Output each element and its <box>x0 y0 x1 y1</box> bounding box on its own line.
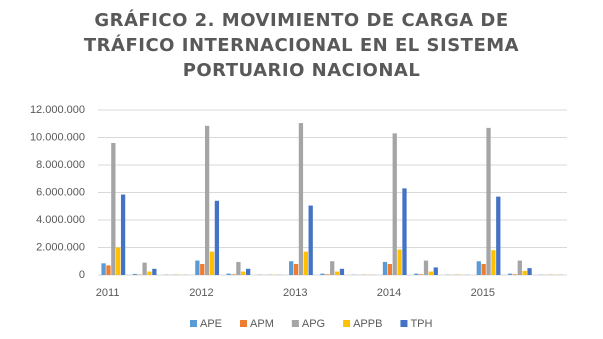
bar <box>433 267 438 275</box>
bar <box>507 273 513 275</box>
bar <box>289 261 294 275</box>
legend-label: APG <box>302 318 325 330</box>
bar <box>496 196 501 275</box>
bar <box>414 273 419 275</box>
bar <box>402 188 407 275</box>
legend-swatch <box>291 320 299 327</box>
y-tick-label: 10.000.000 <box>30 131 85 143</box>
legend-label: APE <box>200 318 222 330</box>
bar <box>231 274 236 275</box>
bar <box>303 251 308 275</box>
y-tick-label: 6.000.000 <box>36 186 85 198</box>
bar <box>116 247 121 275</box>
bar <box>147 271 152 275</box>
bar <box>293 264 299 275</box>
bar <box>152 268 157 275</box>
bar <box>209 251 215 275</box>
bar <box>334 271 340 275</box>
legend-swatch <box>240 320 248 327</box>
bar <box>486 127 491 275</box>
y-tick-label: 8.000.000 <box>36 159 85 171</box>
bar <box>200 264 205 275</box>
legend-label: TPH <box>410 318 432 330</box>
x-tick-label: 2013 <box>283 287 307 299</box>
bar <box>195 260 200 275</box>
chart-title: GRÁFICO 2. MOVIMIENTO DE CARGA DE TRÁFIC… <box>83 10 520 81</box>
legend-swatch <box>190 320 197 327</box>
bar <box>236 261 241 275</box>
bar <box>428 271 434 275</box>
bar <box>214 200 220 275</box>
legend-label: APPB <box>353 318 382 330</box>
bar <box>298 123 304 275</box>
y-tick-label: 4.000.000 <box>36 214 85 226</box>
bar <box>387 264 392 275</box>
bar <box>320 273 325 275</box>
bar <box>339 268 345 275</box>
y-tick-label: 2.000.000 <box>36 241 85 253</box>
bar <box>111 143 116 275</box>
legend-label: APM <box>250 318 274 330</box>
bar <box>491 250 496 275</box>
x-tick-label: 2012 <box>189 287 213 299</box>
bar <box>527 268 532 275</box>
bar <box>382 261 388 275</box>
bar <box>106 265 111 275</box>
y-tick-label: 0 <box>79 269 85 281</box>
bar <box>226 273 231 275</box>
x-tick-label: 2015 <box>471 287 495 299</box>
bar <box>101 263 106 275</box>
y-tick-label: 12.000.000 <box>30 104 85 116</box>
bar <box>392 133 397 275</box>
bar <box>512 274 518 275</box>
bar <box>418 274 424 275</box>
x-tick-label: 2011 <box>96 287 120 299</box>
legend-swatch <box>343 320 351 327</box>
bar <box>330 261 335 275</box>
bar <box>325 274 330 275</box>
bar <box>241 271 246 275</box>
bar <box>308 205 313 275</box>
bar <box>132 273 137 275</box>
bar <box>517 260 522 275</box>
legend-swatch <box>400 320 408 327</box>
bar <box>120 194 126 275</box>
bar <box>423 260 429 275</box>
bar <box>246 268 251 275</box>
x-tick-label: 2014 <box>377 287 401 299</box>
bar <box>397 249 402 275</box>
bar <box>204 125 210 275</box>
bar <box>142 262 147 275</box>
bar <box>522 270 527 275</box>
bar <box>481 264 486 275</box>
bar <box>476 261 481 275</box>
